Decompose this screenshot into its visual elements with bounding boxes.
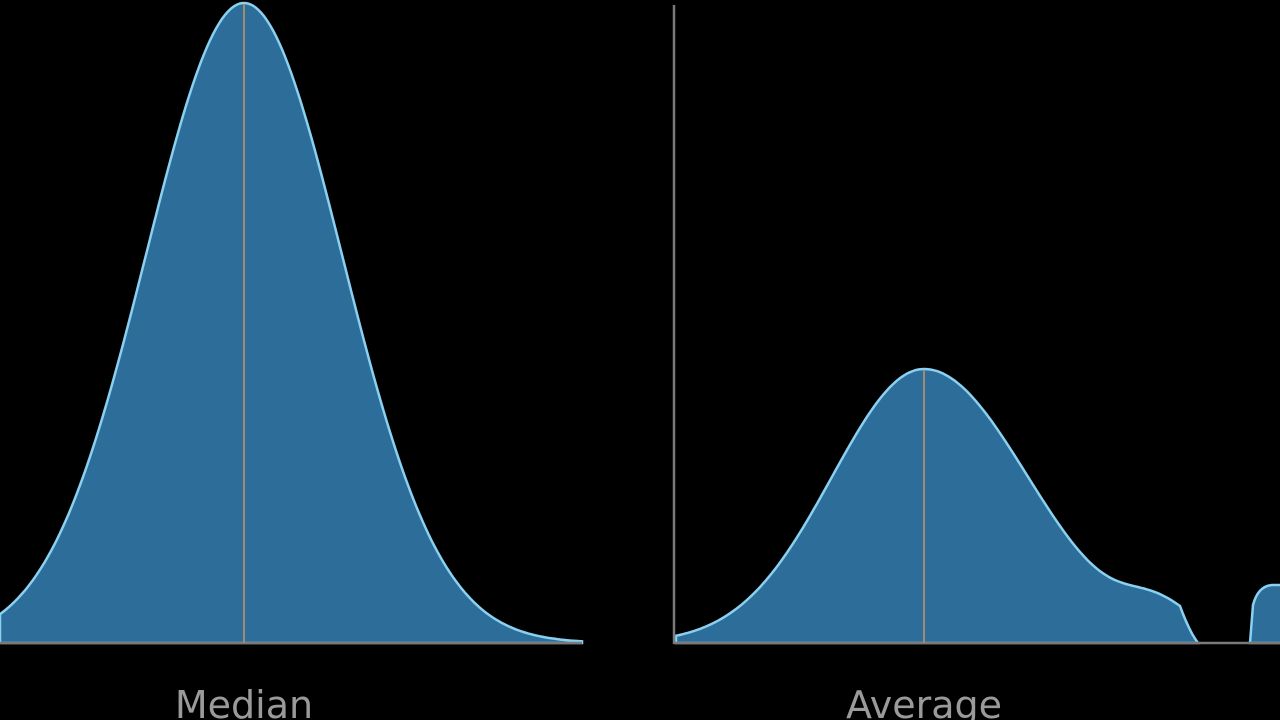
outlier-bump	[1248, 583, 1280, 645]
average-label: Average	[846, 683, 1002, 720]
average-curve	[674, 367, 1201, 645]
median-label: Median	[175, 683, 313, 720]
curves	[0, 1, 1280, 645]
median-curve	[0, 1, 584, 645]
